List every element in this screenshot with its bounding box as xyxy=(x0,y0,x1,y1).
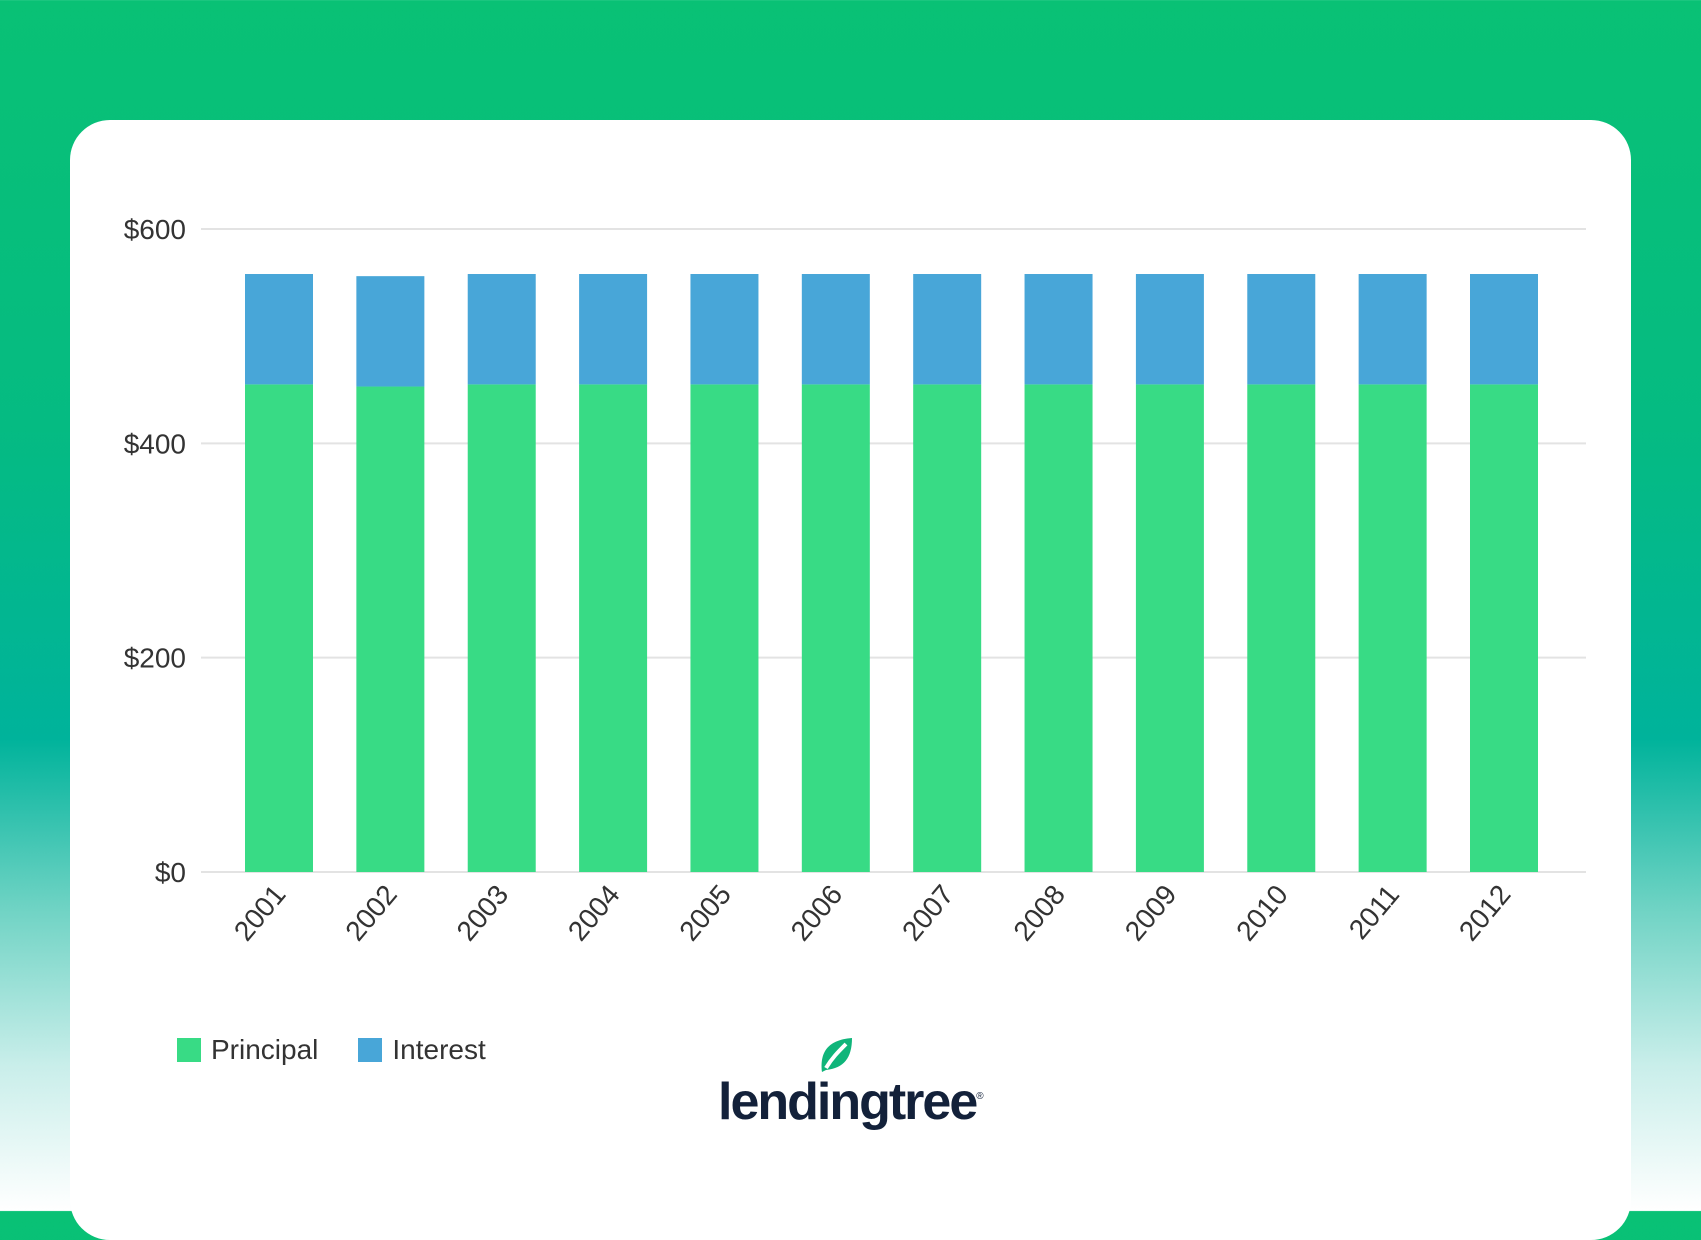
y-tick-label: $200 xyxy=(124,643,186,674)
y-tick-label: $600 xyxy=(124,214,186,245)
bar-principal-2012 xyxy=(1470,384,1538,872)
y-tick-label: $400 xyxy=(124,428,186,459)
bar-interest-2012 xyxy=(1470,274,1538,385)
x-tick-label: 2004 xyxy=(562,879,626,947)
bar-principal-2001 xyxy=(245,384,313,872)
leaf-icon xyxy=(821,1038,852,1072)
x-tick-label: 2009 xyxy=(1119,879,1183,947)
legend: Principal Interest xyxy=(177,1034,486,1066)
bar-interest-2005 xyxy=(690,274,759,385)
x-tick-label: 2008 xyxy=(1007,879,1071,947)
legend-swatch-interest xyxy=(358,1038,383,1062)
legend-label-principal: Principal xyxy=(211,1034,319,1065)
x-tick-label: 2003 xyxy=(451,879,515,947)
bar-principal-2002 xyxy=(356,386,425,872)
bar-principal-2009 xyxy=(1135,384,1204,872)
x-tick-label: 2005 xyxy=(673,879,737,947)
logo-text: lendingtree xyxy=(718,1073,978,1131)
legend-label-interest: Interest xyxy=(392,1034,486,1065)
lendingtree-logo: lendingtree ® xyxy=(718,1038,984,1132)
bar-principal-2004 xyxy=(579,384,648,872)
x-tick-label: 2012 xyxy=(1453,879,1517,947)
bar-interest-2006 xyxy=(801,274,870,385)
x-tick-label: 2001 xyxy=(228,879,292,947)
bar-interest-2009 xyxy=(1135,274,1204,385)
bar-principal-2007 xyxy=(913,384,982,872)
bar-principal-2010 xyxy=(1247,384,1316,872)
legend-item-principal: Principal xyxy=(177,1034,318,1066)
bar-interest-2002 xyxy=(356,276,425,387)
registered-mark: ® xyxy=(976,1091,984,1102)
bar-principal-2006 xyxy=(801,384,870,872)
x-tick-label: 2007 xyxy=(896,879,960,947)
bar-principal-2003 xyxy=(467,384,536,872)
bar-principal-2011 xyxy=(1358,384,1427,872)
x-tick-label: 2010 xyxy=(1230,879,1294,947)
bar-interest-2001 xyxy=(245,274,313,385)
bar-interest-2008 xyxy=(1024,274,1093,385)
legend-item-interest: Interest xyxy=(358,1034,486,1066)
bar-interest-2003 xyxy=(467,274,536,385)
bar-interest-2011 xyxy=(1358,274,1427,385)
bar-principal-2005 xyxy=(690,384,759,872)
bar-interest-2007 xyxy=(913,274,982,385)
x-tick-label: 2006 xyxy=(785,879,849,947)
stacked-bar-chart: $0 $200 $400 $600 2001 2002 2003 2004 2005 2006 20… xyxy=(124,214,1586,947)
x-tick-label: 2002 xyxy=(339,879,403,947)
x-tick-label: 2011 xyxy=(1343,879,1405,945)
y-tick-label: $0 xyxy=(155,857,186,888)
bar-interest-2004 xyxy=(579,274,648,385)
legend-swatch-principal xyxy=(177,1038,201,1062)
bar-interest-2010 xyxy=(1247,274,1316,385)
bar-principal-2008 xyxy=(1024,384,1093,872)
